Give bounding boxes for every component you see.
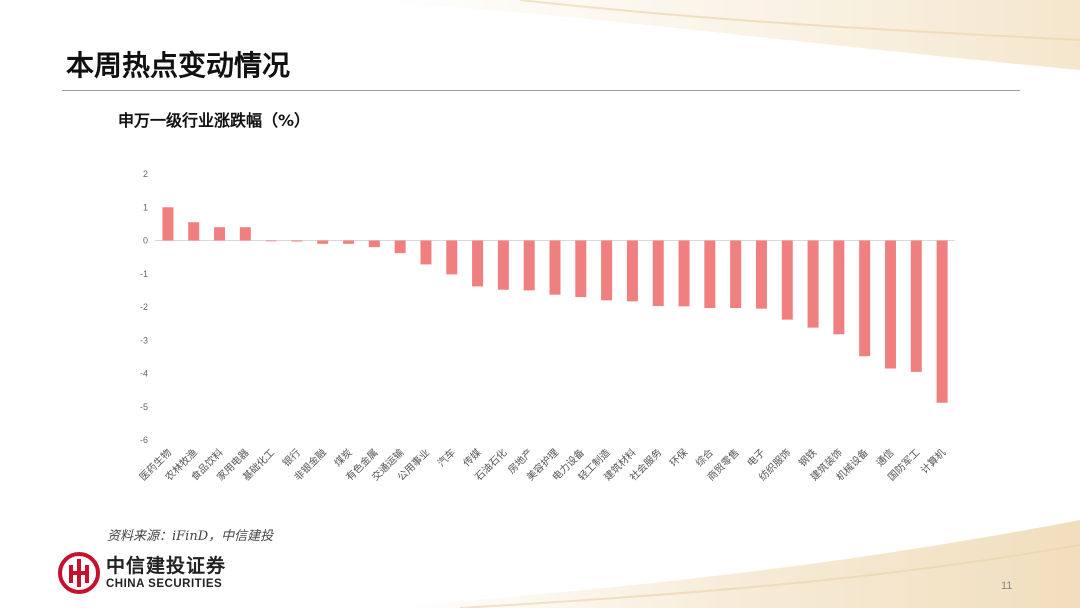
x-category-label: 银行	[280, 446, 303, 469]
x-category-label: 汽车	[435, 446, 458, 469]
bar-食品饮料	[214, 227, 226, 241]
x-category-label: 计算机	[918, 446, 948, 476]
bar-银行	[291, 240, 303, 242]
x-category-label: 通信	[874, 447, 897, 470]
china-securities-logo-icon	[58, 552, 100, 594]
y-tick-label: 2	[143, 169, 148, 179]
x-category-label: 电子	[744, 446, 767, 469]
bar-美容护理	[549, 240, 561, 295]
bar-轻工制造	[601, 240, 613, 301]
x-category-label: 钢铁	[796, 446, 819, 469]
page-title: 本周热点变动情况	[66, 49, 291, 82]
brand-name-en: CHINA SECURITIES	[106, 578, 223, 590]
bar-汽车	[446, 240, 458, 275]
bar-有色金属	[368, 240, 380, 248]
y-tick-label: -1	[140, 269, 148, 279]
bar-传媒	[472, 240, 484, 287]
chart-title: 申万一级行业涨跌幅（%）	[118, 111, 311, 130]
bar-环保	[678, 240, 690, 307]
bar-电力设备	[575, 240, 587, 298]
y-tick-label: -5	[140, 402, 148, 412]
y-tick-label: -4	[140, 369, 148, 379]
y-tick-label: -3	[140, 335, 148, 345]
bar-计算机	[936, 240, 948, 403]
bar-石油石化	[497, 240, 509, 290]
x-category-label: 环保	[667, 446, 690, 469]
x-category-label: 煤炭	[331, 446, 354, 469]
bar-交通运输	[394, 240, 406, 254]
title-divider	[62, 90, 1020, 91]
page-number: 11	[1001, 580, 1013, 592]
bar-家用电器	[239, 227, 251, 241]
bar-建筑材料	[626, 240, 638, 302]
y-tick-label: -2	[140, 302, 148, 312]
y-tick-label: 0	[143, 236, 148, 246]
brand-name-cn: 中信建投证券	[106, 555, 227, 577]
bar-机械设备	[859, 240, 871, 357]
bar-基础化工	[265, 240, 277, 242]
bar-综合	[704, 240, 716, 308]
bar-建筑装饰	[833, 240, 845, 335]
x-category-label: 综合	[693, 446, 716, 469]
bar-电子	[755, 240, 767, 309]
bar-煤炭	[343, 240, 355, 244]
bar-商贸零售	[730, 240, 742, 308]
source-note: 资料来源：iFinD，中信建投	[107, 529, 274, 544]
bar-非银金融	[317, 240, 329, 244]
bar-社会服务	[652, 240, 664, 307]
bar-纺织服饰	[781, 240, 793, 320]
bar-通信	[884, 240, 896, 369]
bar-钢铁	[807, 240, 819, 328]
bar-农林牧渔	[188, 222, 200, 241]
bar-公用事业	[420, 240, 432, 265]
bar-医药生物	[162, 207, 174, 241]
bar-国防军工	[910, 240, 922, 372]
y-tick-label: -6	[140, 435, 148, 445]
bar-房地产	[523, 240, 535, 291]
y-tick-label: 1	[143, 202, 148, 212]
x-category-label: 传媒	[461, 447, 484, 470]
